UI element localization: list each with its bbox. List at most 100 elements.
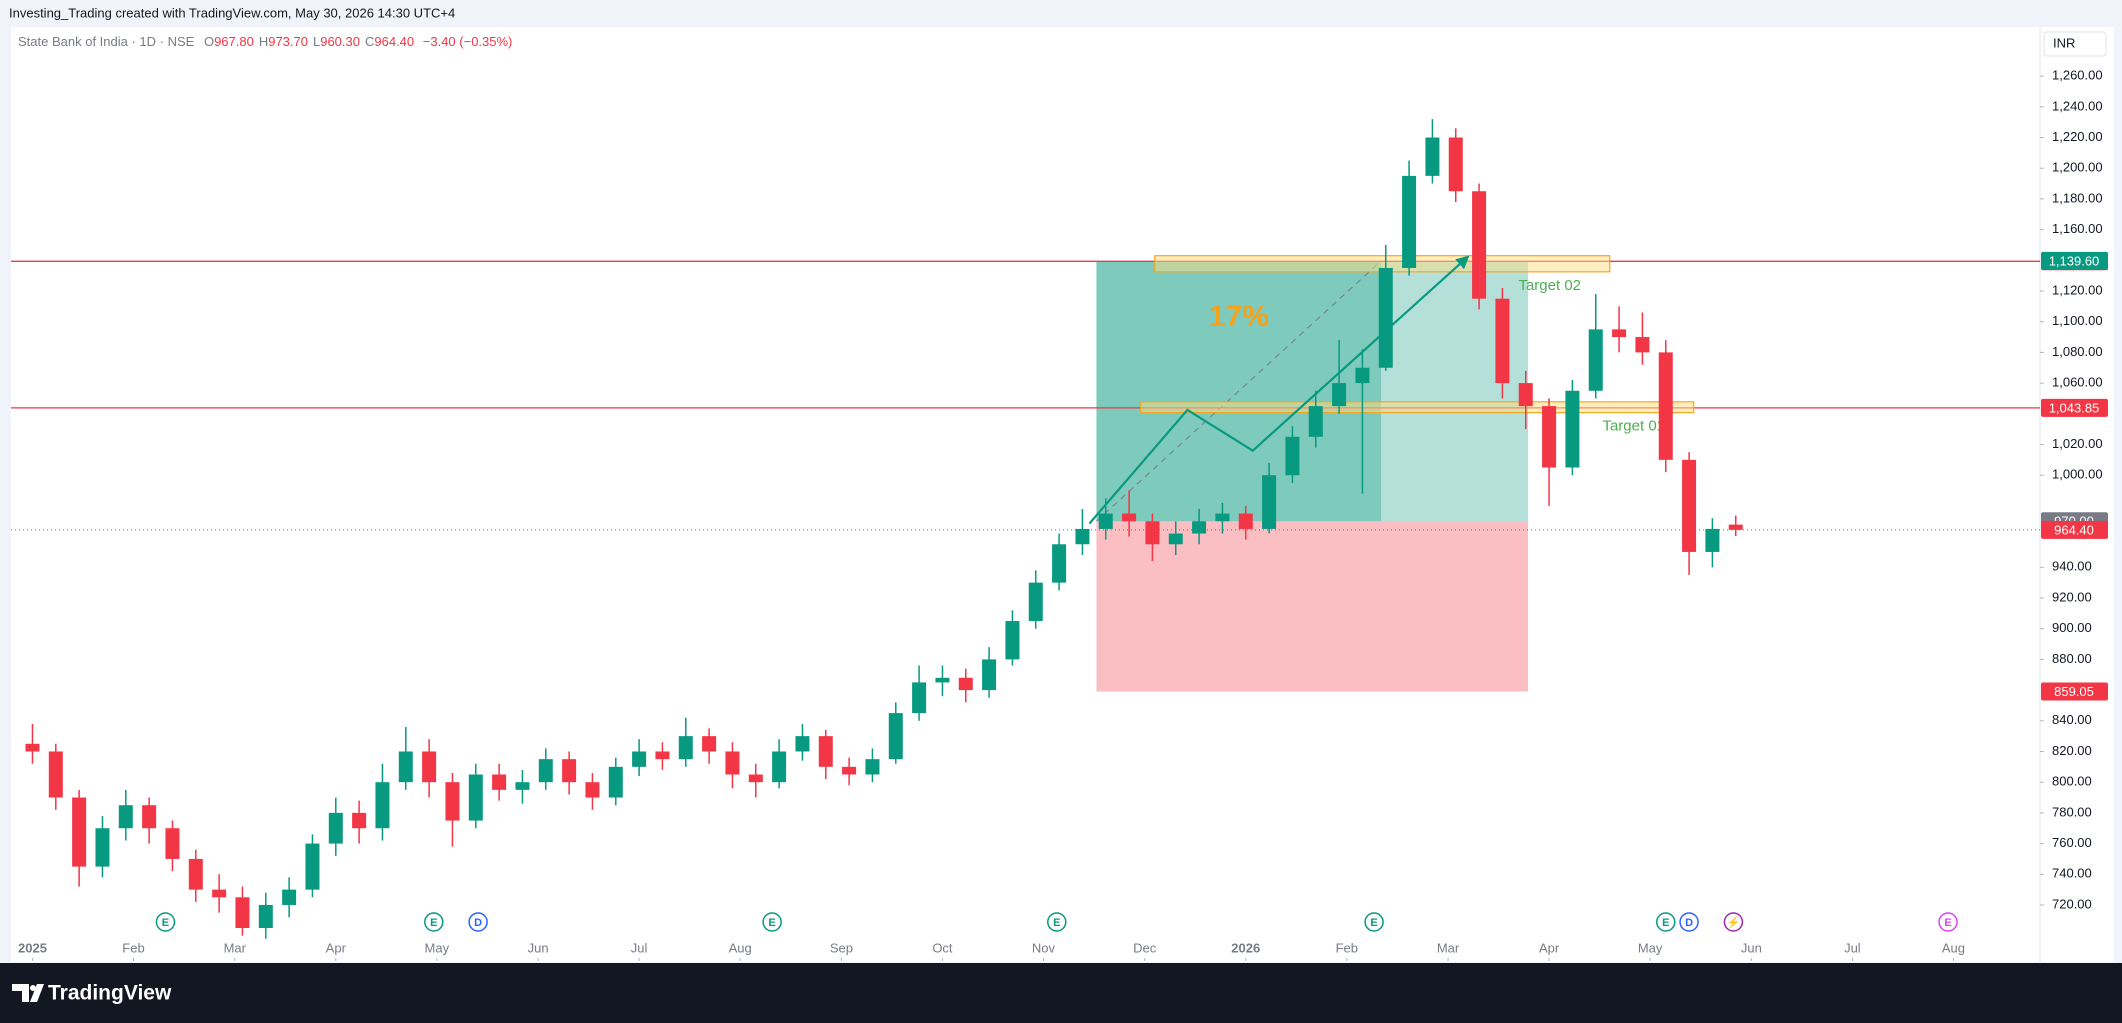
event-circle <box>1723 912 1744 932</box>
candle-body <box>1005 621 1020 660</box>
event-marker[interactable]: E <box>424 912 444 932</box>
y-tick-label: 740.00 <box>2052 866 2092 881</box>
x-tick-label: Aug <box>729 940 752 955</box>
candle-body <box>585 782 600 798</box>
candle-body <box>48 751 63 798</box>
event-marker[interactable]: D <box>468 912 488 932</box>
target-label: Target 02 <box>1518 277 1581 294</box>
candle-body <box>608 766 623 798</box>
legend-key: O <box>203 34 215 49</box>
header-text: Investing_Trading created with TradingVi… <box>9 5 455 20</box>
target-label: Target 01 <box>1602 418 1665 435</box>
candle-body <box>1332 383 1347 407</box>
candle-body <box>468 774 483 821</box>
candle-body <box>212 889 227 898</box>
candle-body <box>1098 513 1113 529</box>
y-tick-label: 1,060.00 <box>2052 375 2103 390</box>
x-tick-label: Nov <box>1032 940 1056 955</box>
candle-body <box>118 805 133 829</box>
x-tick-label: Aug <box>1942 940 1965 955</box>
event-marker[interactable]: E <box>762 912 782 932</box>
legend-value: 973.70 <box>268 34 308 49</box>
x-tick-label: Feb <box>122 940 144 955</box>
legend-change: −3.40 (−0.35%) <box>422 34 513 49</box>
event-circle <box>155 912 176 932</box>
currency-box[interactable] <box>2043 31 2107 57</box>
candle-body <box>72 797 87 867</box>
candle-body <box>1262 475 1277 529</box>
top-bar <box>0 0 2122 27</box>
candle-body <box>632 751 647 767</box>
event-label: D <box>1685 917 1693 929</box>
candle-body <box>1705 528 1720 552</box>
candle-body <box>655 751 670 760</box>
x-tick-label: 2026 <box>1231 940 1260 955</box>
candle-body <box>1052 544 1067 583</box>
candle-body <box>492 774 507 790</box>
candle-body <box>1355 367 1370 384</box>
candle-body <box>1402 175 1417 268</box>
y-tick-label: 840.00 <box>2052 712 2092 727</box>
target-price-label: 1,139.60 <box>2049 253 2100 268</box>
candle-body <box>888 713 903 760</box>
y-tick-label: 1,000.00 <box>2052 467 2103 482</box>
candle-body <box>538 759 553 783</box>
pattern-line <box>1088 255 1470 525</box>
event-label: D <box>474 917 482 929</box>
y-tick-label: 1,160.00 <box>2052 221 2103 236</box>
stop-price-label-box <box>2041 682 2108 701</box>
candle-body <box>1285 436 1300 476</box>
candle-body <box>795 736 810 752</box>
event-circle <box>1679 912 1699 932</box>
tv-logo <box>12 984 44 1002</box>
candle-body <box>1518 383 1533 407</box>
candle-body <box>1168 533 1183 545</box>
event-marker[interactable]: E <box>155 912 176 932</box>
event-label: E <box>162 917 169 929</box>
hline-price-label-box <box>2041 398 2108 417</box>
x-tick-label: Jun <box>528 940 549 955</box>
candle-body <box>1075 528 1090 545</box>
event-marker[interactable]: ⚡ <box>1723 912 1744 932</box>
candle-body <box>515 782 530 790</box>
event-marker[interactable]: E <box>1047 912 1067 932</box>
target-price-label-box <box>2041 251 2108 270</box>
legend-value: 964.40 <box>374 34 415 49</box>
event-circle <box>762 912 782 932</box>
y-tick-label: 1,220.00 <box>2052 129 2103 144</box>
y-tick-label: 720.00 <box>2052 896 2092 911</box>
event-marker[interactable]: E <box>1938 912 1958 932</box>
x-tick-label: Apr <box>326 940 347 955</box>
stop-zone <box>1096 521 1529 692</box>
y-tick-label: 1,240.00 <box>2052 98 2103 113</box>
candle-body <box>445 782 460 821</box>
chart-panel <box>11 27 2114 962</box>
y-tick-label: 920.00 <box>2052 589 2092 604</box>
y-tick-label: 940.00 <box>2052 559 2092 574</box>
event-marker[interactable]: E <box>1655 912 1676 932</box>
plot-area: 17% Target 02 Target 01 <box>11 119 2040 939</box>
candle-body <box>328 812 343 844</box>
event-label: E <box>1944 917 1951 929</box>
event-marker[interactable]: E <box>1364 912 1384 932</box>
event-marker[interactable]: D <box>1679 912 1699 932</box>
candle-body <box>258 904 273 928</box>
event-circle <box>424 912 444 932</box>
candle-body <box>818 736 833 767</box>
candle-body <box>725 751 740 775</box>
candle-body <box>982 659 997 691</box>
hline-price-label: 1,043.85 <box>2049 400 2100 415</box>
candle-body <box>935 677 950 683</box>
candle-body <box>25 743 40 752</box>
candle-body <box>1122 513 1137 522</box>
position-percent: 17% <box>1209 300 1269 333</box>
currency: INR <box>2053 35 2075 50</box>
event-circle <box>1655 912 1676 932</box>
y-tick-label: 1,020.00 <box>2052 436 2103 451</box>
candle-body <box>702 736 717 752</box>
y-tick-label: 780.00 <box>2052 804 2092 819</box>
candle-body <box>305 843 320 890</box>
x-tick-label: Feb <box>1336 940 1358 955</box>
candle-body <box>1728 524 1743 530</box>
x-tick-label: Jul <box>631 940 648 955</box>
